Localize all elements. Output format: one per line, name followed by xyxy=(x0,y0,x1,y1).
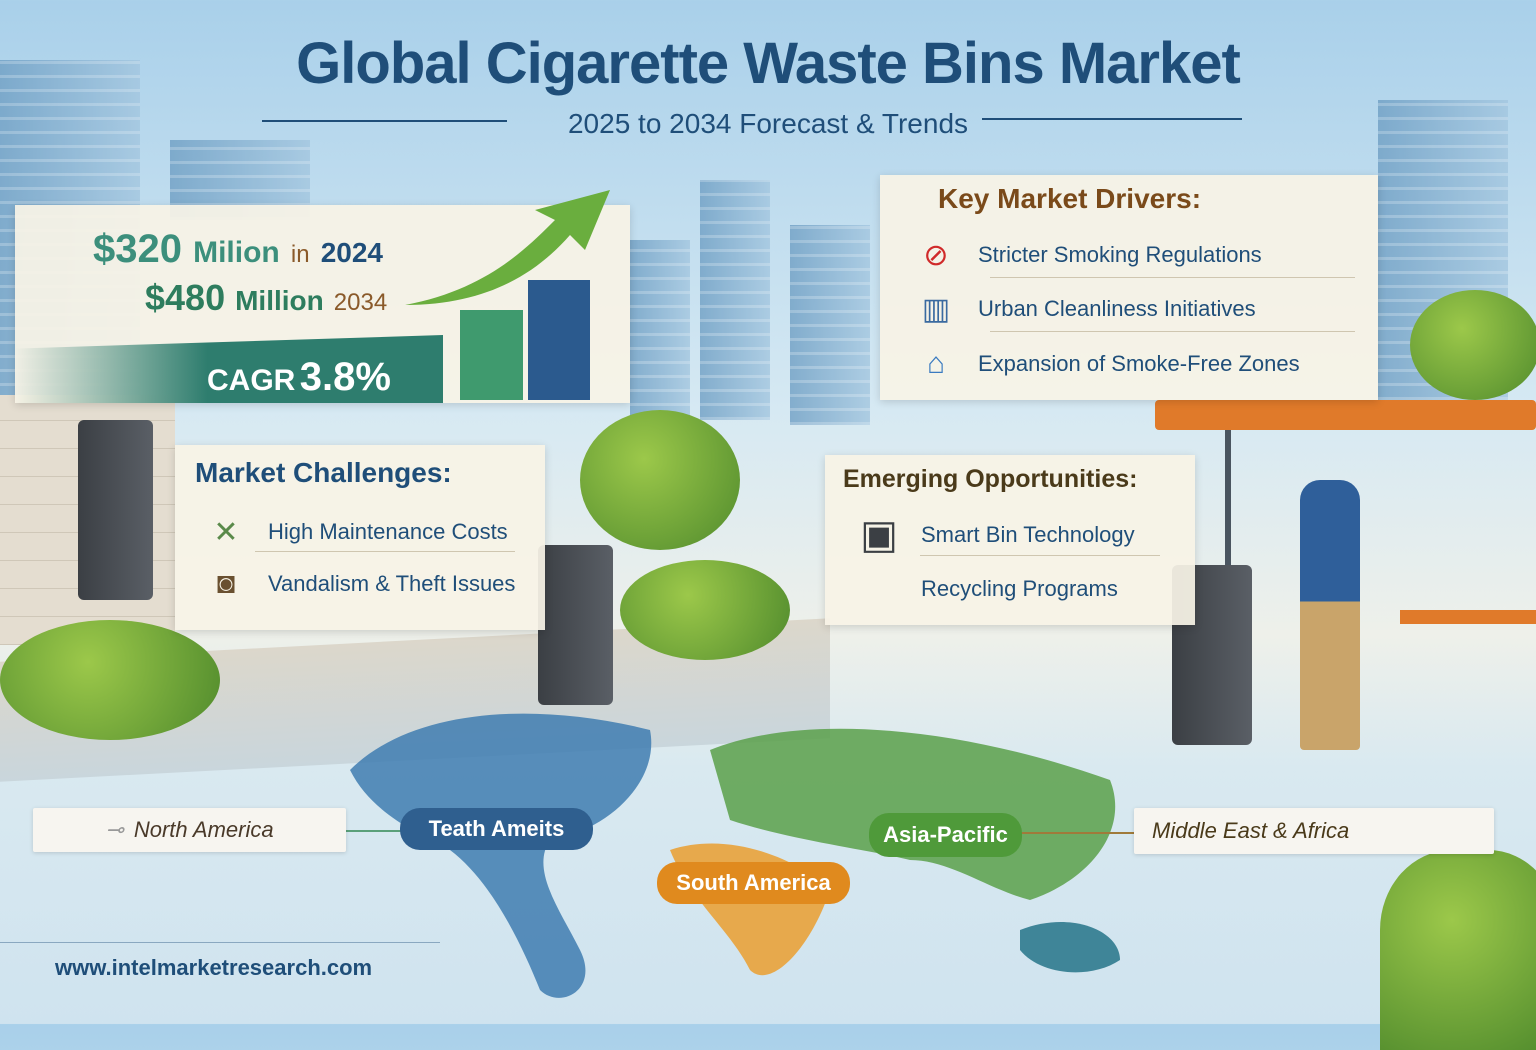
divider xyxy=(0,942,440,943)
region-north-america: ⊸ North America xyxy=(33,808,346,852)
driver-label: Expansion of Smoke-Free Zones xyxy=(978,351,1300,376)
value-2024: $320 xyxy=(93,227,182,271)
challenges-heading: Market Challenges: xyxy=(195,457,452,488)
tree xyxy=(580,410,740,550)
driver-item: ⌂ Expansion of Smoke-Free Zones xyxy=(910,342,1300,386)
driver-label: Stricter Smoking Regulations xyxy=(978,242,1262,267)
wall-mounted-bin xyxy=(78,420,153,600)
divider xyxy=(262,120,507,122)
bush xyxy=(620,560,790,660)
connector xyxy=(345,830,405,832)
divider xyxy=(920,555,1160,556)
shelter-post xyxy=(1225,430,1231,690)
standing-bin xyxy=(538,545,613,705)
bus-shelter-roof xyxy=(1155,400,1536,430)
market-2034: $480 Million 2034 xyxy=(145,277,387,319)
cagr: CAGR 3.8% xyxy=(207,355,391,400)
region-label: North America xyxy=(133,817,274,842)
growth-chart-icon xyxy=(405,190,610,400)
no-smoking-icon: ⊘ xyxy=(923,238,949,272)
drivers-panel: Key Market Drivers: ⊘ Stricter Smoking Re… xyxy=(880,175,1378,400)
americas-shape xyxy=(350,713,652,998)
driver-item: ⊘ Stricter Smoking Regulations xyxy=(910,233,1262,277)
page-title: Global Cigarette Waste Bins Market xyxy=(296,31,1241,96)
challenge-label: High Maintenance Costs xyxy=(268,519,508,544)
plant xyxy=(1380,850,1536,1050)
unit-2024: Milion xyxy=(193,236,280,269)
driver-item: ▥ Urban Cleanliness Initiatives xyxy=(910,287,1256,331)
building xyxy=(630,240,690,420)
region-south-america: South America xyxy=(657,862,850,904)
bush xyxy=(0,620,220,740)
world-map xyxy=(350,713,1120,998)
market-size-panel: $320 Milion in 2024 $480 Million 2034 CA… xyxy=(15,190,630,403)
market-2024: $320 Milion in 2024 xyxy=(93,227,383,272)
opportunity-item: Recycling Programs xyxy=(853,567,1118,611)
growth-arrow-icon xyxy=(405,190,610,305)
bar-2024 xyxy=(460,310,523,400)
challenge-item: ◙ Vandalism & Theft Issues xyxy=(200,562,515,606)
cagr-band xyxy=(15,335,443,403)
in-label: in xyxy=(290,241,310,268)
region-badge: Teath Ameits xyxy=(400,808,593,850)
bench xyxy=(1400,610,1536,624)
divider xyxy=(990,277,1355,278)
bar-2034 xyxy=(528,280,590,400)
opportunity-label: Smart Bin Technology xyxy=(921,522,1135,547)
bucket-icon: ◙ xyxy=(216,567,236,600)
page-subtitle: 2025 to 2034 Forecast & Trends xyxy=(567,108,969,139)
opportunities-heading: Emerging Opportunities: xyxy=(843,465,1138,493)
year-2034: 2034 xyxy=(333,289,388,316)
year-2024: 2024 xyxy=(320,237,383,268)
australia-shape xyxy=(1020,921,1120,973)
recycling-icon xyxy=(853,567,905,611)
value-2034: $480 xyxy=(145,277,226,318)
connector xyxy=(1020,832,1135,834)
opportunity-item: ▣ Smart Bin Technology xyxy=(853,513,1135,557)
building-trees-icon: ⌂ xyxy=(926,347,946,380)
drivers-heading: Key Market Drivers: xyxy=(938,183,1202,214)
website-link[interactable]: www.intelmarketresearch.com xyxy=(55,955,373,980)
cagr-label: CAGR xyxy=(207,364,296,397)
unit-2034: Million xyxy=(235,285,324,316)
challenge-item: ✕ High Maintenance Costs xyxy=(200,510,508,554)
tree xyxy=(1410,290,1536,400)
region-asia-pacific: Asia-Pacific xyxy=(869,813,1022,857)
opportunities-panel: Emerging Opportunities: ▣ Smart Bin Techn… xyxy=(825,455,1195,625)
divider xyxy=(255,551,515,552)
challenge-label: Vandalism & Theft Issues xyxy=(268,571,516,596)
building xyxy=(790,225,870,425)
smart-bin-icon: ▣ xyxy=(860,513,898,557)
cagr-value: 3.8% xyxy=(299,355,391,399)
building xyxy=(700,180,770,420)
challenges-panel: Market Challenges: ✕ High Maintenance Cos… xyxy=(175,445,545,630)
divider xyxy=(982,118,1242,120)
pin-icon: ⊸ xyxy=(105,817,124,842)
city-icon: ▥ xyxy=(921,292,951,326)
region-middle-east-africa: Middle East & Africa xyxy=(1134,808,1494,854)
person xyxy=(1300,480,1360,750)
divider xyxy=(990,331,1355,332)
driver-label: Urban Cleanliness Initiatives xyxy=(978,296,1256,321)
opportunity-label: Recycling Programs xyxy=(921,576,1118,601)
wrench-icon: ✕ xyxy=(213,515,239,549)
